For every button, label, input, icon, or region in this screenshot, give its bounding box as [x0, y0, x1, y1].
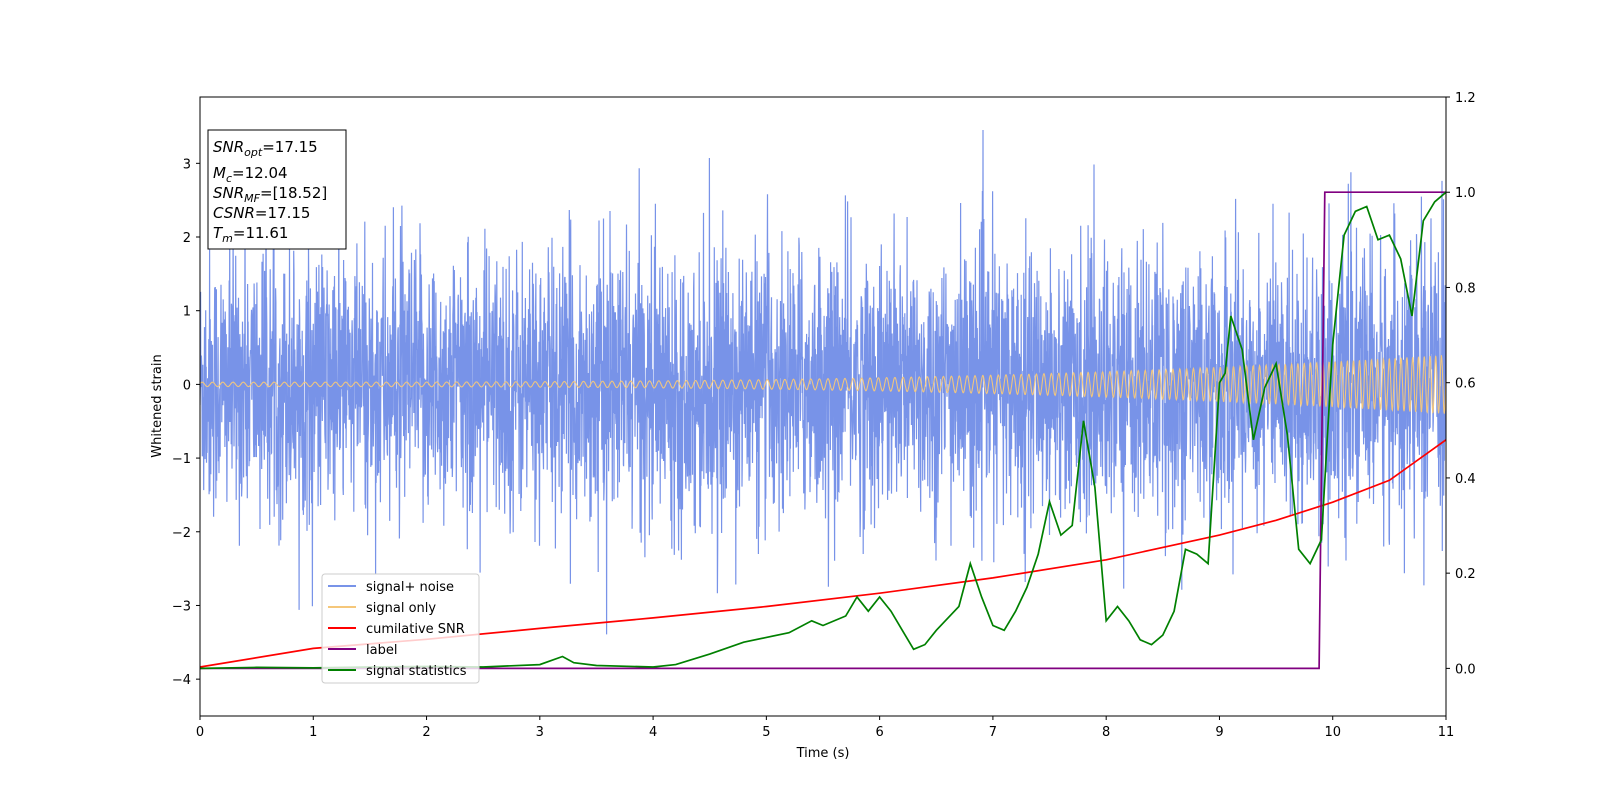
legend: signal+ noise signal only cumilative SNR la…	[321, 573, 480, 684]
y-tick-label: 3	[183, 157, 191, 172]
x-tick-label: 11	[1438, 725, 1455, 740]
y2-tick-label: 0.6	[1455, 377, 1476, 392]
legend-label: signal only	[366, 601, 436, 616]
info-box: SNRopt=17.15 Mc=12.04SNRMF=[18.52]CSNR=17…	[207, 129, 347, 250]
y2-tick-label: 0.2	[1455, 567, 1476, 582]
x-tick-label: 9	[1215, 725, 1223, 740]
legend-label: signal+ noise	[366, 580, 454, 595]
x-tick-label: 5	[762, 725, 770, 740]
y-tick-label: −2	[172, 526, 191, 541]
y2-tick-label: 0.4	[1455, 472, 1476, 487]
x-tick-label: 2	[422, 725, 430, 740]
series-label-line	[200, 191, 1446, 670]
legend-label: label	[366, 643, 397, 658]
y-tick-label: −4	[172, 673, 191, 688]
series-signal-statistics-line	[200, 191, 1446, 670]
y-tick-label: −1	[172, 452, 191, 467]
y-tick-label: 1	[183, 305, 191, 320]
x-axis-label: Time (s)	[796, 746, 850, 761]
x-tick-label: 3	[536, 725, 544, 740]
legend-frame	[321, 573, 480, 684]
x-tick-label: 4	[649, 725, 657, 740]
plot-frame	[199, 96, 1447, 717]
y-axis-label: Whitened strain	[150, 354, 165, 457]
y2-tick-label: 1.2	[1455, 91, 1476, 106]
x-tick-label: 10	[1324, 725, 1341, 740]
y-tick-label: 0	[183, 378, 191, 393]
y-tick-label: 2	[183, 231, 191, 246]
info-box-frame	[207, 129, 347, 250]
x-tick-label: 1	[309, 725, 317, 740]
legend-label: cumilative SNR	[366, 622, 465, 637]
info-line: Tm=11.61	[213, 224, 288, 245]
y2-tick-label: 0.0	[1455, 662, 1476, 677]
info-line: CSNR=17.15	[213, 204, 310, 222]
y-tick-label: −3	[172, 599, 191, 614]
x-tick-label: 7	[989, 725, 997, 740]
x-tick-label: 8	[1102, 725, 1110, 740]
info-line: SNRopt=17.15	[213, 138, 318, 159]
info-line: SNRMF=[18.52]	[213, 184, 327, 205]
y2-tick-label: 1.0	[1455, 186, 1476, 201]
series-signal-only-line	[200, 355, 1446, 414]
y2-tick-label: 0.8	[1455, 281, 1476, 296]
info-line: Mc=12.04	[213, 164, 288, 185]
series-signal-noise-line	[200, 129, 1446, 635]
x-tick-label: 6	[875, 725, 883, 740]
legend-label: signal statistics	[366, 664, 467, 679]
x-tick-label: 0	[196, 725, 204, 740]
